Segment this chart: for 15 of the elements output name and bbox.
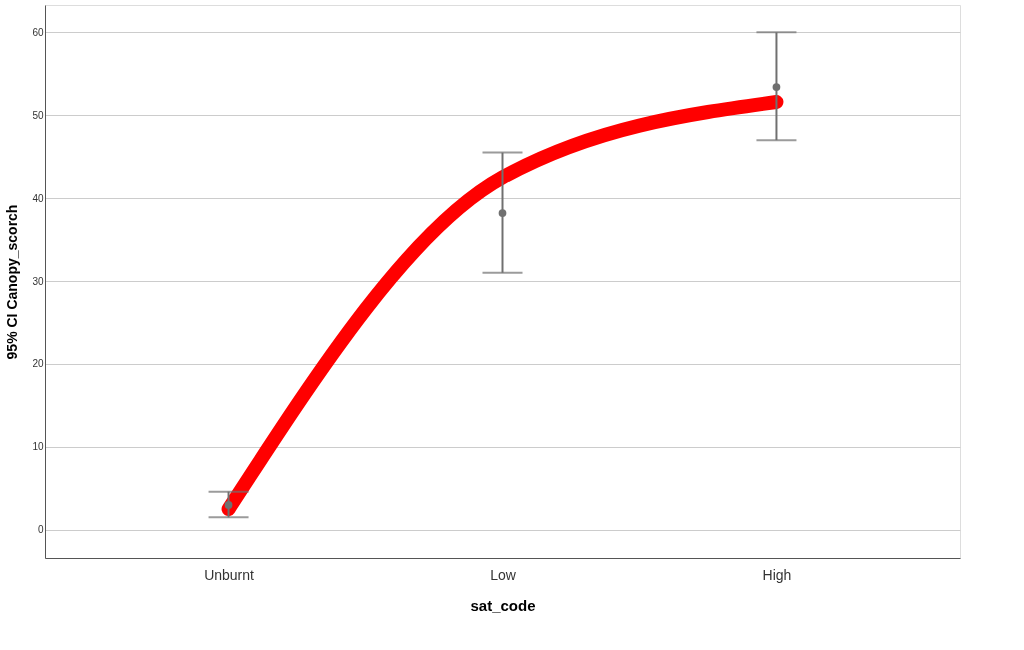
point <box>772 83 781 91</box>
y-axis-title: 95% CI Canopy_scorch <box>4 204 21 360</box>
y-tick-label: 50 <box>32 109 44 121</box>
y-tick-label: 30 <box>32 275 44 287</box>
y-tick-label: 40 <box>32 192 44 204</box>
x-tick-label: Unburnt <box>204 566 255 583</box>
x-tick-label: Low <box>490 566 517 583</box>
x-tick-label: High <box>762 566 792 583</box>
x-axis-title: sat_code <box>470 596 536 614</box>
y-tick-label: 0 <box>37 524 44 536</box>
y-tick-label: 20 <box>32 358 44 370</box>
y-tick-label: 10 <box>32 441 44 453</box>
point <box>498 209 507 217</box>
point <box>224 501 233 509</box>
y-tick-label: 60 <box>32 26 44 38</box>
